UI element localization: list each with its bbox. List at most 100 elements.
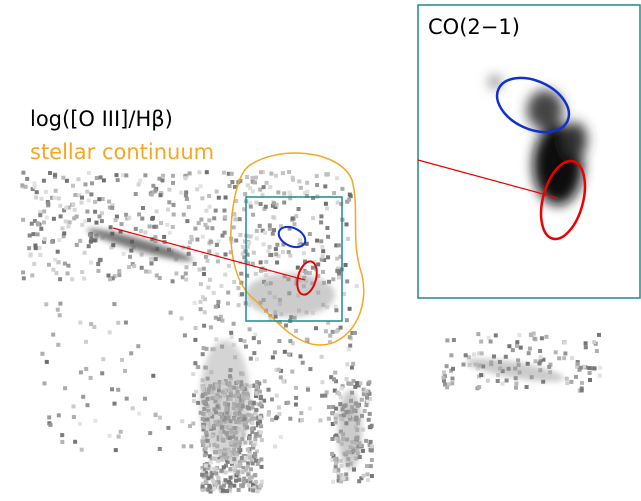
pixel [61, 234, 66, 239]
pixel [336, 478, 341, 483]
pixel [249, 416, 254, 421]
pixel [347, 197, 352, 202]
pixel [38, 210, 43, 215]
pixel [84, 339, 88, 344]
pixel [226, 171, 231, 176]
pixel [364, 402, 369, 407]
pixel [246, 261, 251, 266]
pixel [171, 212, 176, 217]
pixel [299, 411, 304, 416]
pixel [189, 444, 194, 449]
pixel [242, 458, 247, 463]
pixel [242, 339, 247, 344]
pixel [336, 467, 341, 472]
pixel [108, 277, 112, 282]
pixel [183, 176, 188, 181]
pixel [264, 259, 269, 264]
pixel [89, 236, 94, 241]
pixel [46, 202, 51, 206]
pixel [191, 399, 196, 404]
pixel [245, 244, 250, 249]
pixel [343, 263, 348, 267]
pixel [272, 201, 276, 206]
pixel [154, 273, 159, 278]
pixel [577, 367, 582, 372]
pixel [23, 184, 28, 189]
pixel [187, 171, 192, 176]
pixel [361, 473, 366, 478]
pixel [115, 178, 120, 183]
pixel [130, 406, 135, 411]
pixel [206, 487, 211, 492]
pixel [46, 262, 51, 267]
pixel [492, 354, 496, 359]
pixel [63, 219, 68, 224]
inset-slit-line [417, 159, 559, 199]
pixel [329, 375, 334, 380]
pixel [282, 191, 287, 196]
pixel [237, 217, 242, 222]
pixel [254, 388, 259, 393]
pixel [77, 421, 82, 426]
pixel [366, 417, 371, 422]
pixel [157, 176, 162, 181]
pixel [181, 444, 186, 449]
pixel [302, 251, 306, 256]
pixel [94, 176, 99, 180]
pixel [288, 253, 293, 258]
pixel [242, 476, 247, 481]
pixel [264, 273, 268, 277]
pixel [251, 401, 256, 405]
pixel [213, 304, 218, 309]
pixel [336, 474, 341, 479]
pixel [184, 277, 189, 282]
pixel [350, 331, 355, 335]
pixel [216, 317, 221, 322]
pixel [255, 357, 259, 362]
pixel [466, 355, 471, 360]
pixel [366, 400, 370, 405]
pixel [287, 226, 292, 231]
pixel [201, 346, 206, 351]
pixel [196, 365, 201, 370]
pixel [62, 261, 67, 266]
pixel [37, 246, 42, 250]
pixel [136, 344, 141, 349]
pixel [261, 185, 266, 190]
pixel [141, 206, 145, 210]
pixel [152, 224, 157, 229]
pixel [496, 373, 500, 378]
pixel [223, 478, 228, 483]
pixel [188, 240, 192, 245]
pixel [330, 451, 335, 456]
pixel [221, 483, 226, 488]
pixel [247, 476, 252, 481]
pixel [119, 222, 124, 227]
pixel [359, 397, 364, 402]
pixel [214, 482, 219, 487]
pixel [231, 465, 236, 470]
pixel [51, 332, 56, 337]
slit-line [112, 227, 306, 281]
pixel [331, 454, 336, 458]
pixel [270, 203, 275, 208]
pixel [171, 173, 175, 178]
pixel [252, 180, 257, 185]
pixel [244, 478, 248, 483]
pixel [368, 397, 372, 401]
red-aperture [296, 260, 318, 296]
pixel [106, 273, 111, 278]
pixel [66, 224, 71, 229]
pixel [197, 267, 202, 272]
pixel [262, 206, 267, 211]
pixel [151, 373, 156, 378]
pixel [196, 221, 201, 226]
pixel [303, 259, 307, 264]
pixel [332, 377, 336, 382]
pixel [32, 184, 37, 189]
pixel [525, 361, 530, 366]
pixel [42, 381, 47, 386]
pixel [277, 320, 282, 325]
pixel [537, 361, 542, 366]
pixel [79, 200, 84, 205]
